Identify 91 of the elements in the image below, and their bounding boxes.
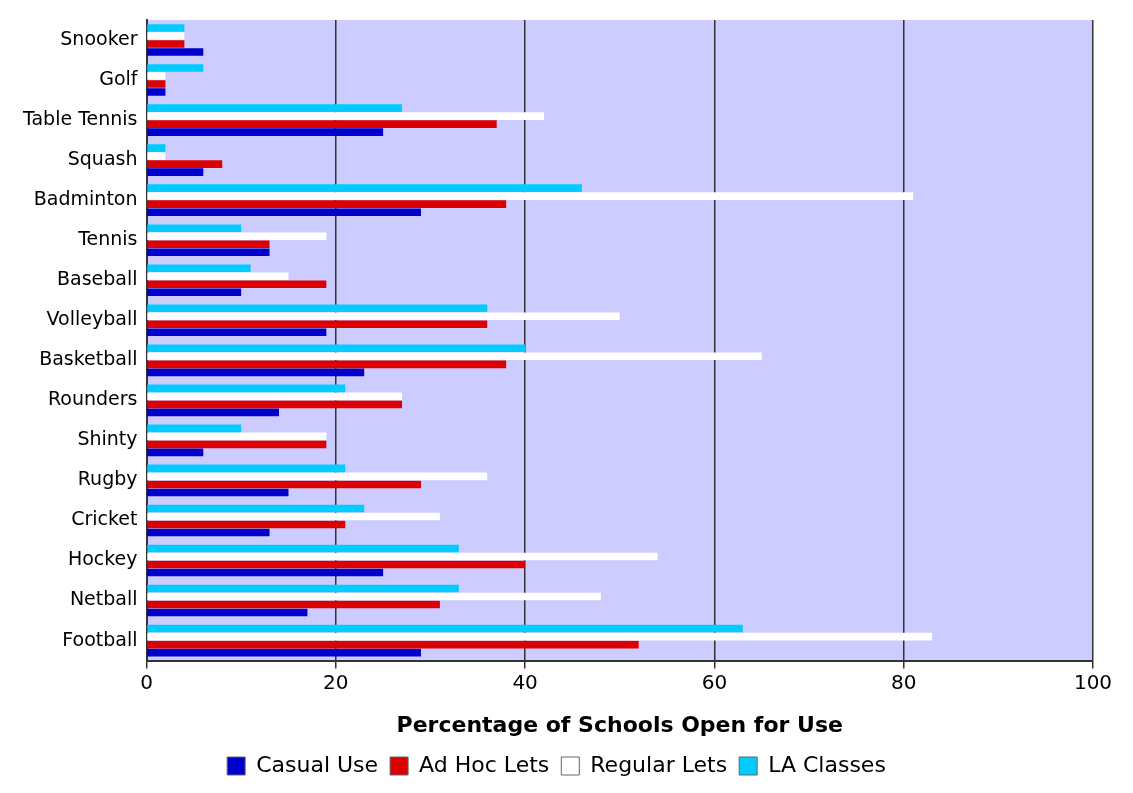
y-tick-label: Volleyball	[46, 307, 138, 330]
bar	[147, 392, 403, 401]
legend-label: Regular Lets	[590, 751, 728, 777]
bar	[147, 528, 270, 537]
bar	[147, 208, 421, 216]
bar	[147, 232, 327, 241]
y-tick-label: Table Tennis	[21, 107, 138, 130]
bar	[147, 304, 488, 313]
bar	[147, 248, 270, 257]
y-tick-label: Cricket	[71, 507, 138, 530]
bar	[147, 432, 327, 441]
bar	[147, 88, 166, 96]
bar	[147, 640, 639, 649]
bar	[147, 480, 421, 489]
y-tick-label: Baseball	[56, 267, 138, 290]
bar	[147, 40, 185, 48]
bar	[147, 192, 914, 200]
y-tick-label: Hockey	[67, 547, 138, 570]
legend-label: Ad Hoc Lets	[419, 751, 550, 777]
bar	[147, 352, 762, 361]
y-tick-label: Rugby	[77, 467, 138, 490]
bar	[147, 360, 507, 369]
bar	[147, 408, 280, 417]
bar	[147, 584, 459, 593]
bar	[147, 104, 403, 112]
bar	[147, 144, 166, 152]
x-tick-label: 80	[890, 669, 917, 694]
bar	[147, 224, 242, 232]
bar	[147, 440, 327, 449]
bar	[147, 384, 346, 393]
bar	[147, 160, 223, 168]
y-tick-label: Badminton	[33, 187, 138, 210]
bar	[147, 184, 582, 192]
bar	[147, 368, 365, 377]
bar	[147, 328, 327, 337]
legend-label: Casual Use	[256, 751, 379, 777]
bar	[147, 240, 270, 249]
y-tick-label: Squash	[67, 147, 138, 170]
bar	[147, 488, 289, 497]
x-tick-label: 60	[701, 669, 728, 694]
bar	[147, 424, 242, 433]
bar	[147, 344, 526, 353]
bar	[147, 400, 403, 409]
bar	[147, 464, 346, 473]
bar	[147, 448, 204, 457]
bar	[147, 608, 308, 617]
bar	[147, 72, 166, 80]
bar	[147, 80, 166, 88]
bar	[147, 48, 204, 56]
bar	[147, 592, 601, 601]
x-tick-label: 20	[323, 669, 349, 694]
y-tick-label: Snooker	[60, 26, 138, 49]
bar	[147, 568, 384, 577]
bar	[147, 152, 166, 160]
bar	[147, 504, 365, 513]
y-tick-label: Shinty	[77, 427, 138, 450]
bar	[147, 32, 185, 40]
x-axis-title: Percentage of Schools Open for Use	[396, 711, 843, 737]
bar	[147, 264, 251, 273]
bar	[147, 120, 497, 128]
bar	[147, 544, 459, 553]
y-tick-label: Football	[62, 627, 138, 650]
y-tick-label: Netball	[69, 587, 138, 610]
bar	[147, 632, 933, 641]
bar	[147, 200, 507, 208]
bar	[147, 288, 242, 297]
bar	[147, 472, 488, 481]
x-tick-label: 100	[1073, 669, 1113, 694]
x-tick-label: 40	[512, 669, 538, 694]
bar	[147, 168, 204, 176]
bar	[147, 112, 545, 120]
bar	[147, 512, 440, 521]
bar	[147, 552, 658, 561]
bar	[147, 312, 620, 321]
bar	[147, 320, 488, 329]
bar	[147, 520, 346, 529]
bar	[147, 280, 327, 289]
legend-label: LA Classes	[768, 751, 886, 777]
y-tick-label: Golf	[99, 66, 139, 89]
y-tick-label: Rounders	[47, 387, 138, 410]
bar	[147, 560, 526, 569]
bar	[147, 272, 289, 281]
y-tick-label: Tennis	[77, 227, 138, 250]
bar	[147, 64, 204, 72]
bar	[147, 128, 384, 136]
bar	[147, 648, 421, 657]
bar	[147, 24, 185, 32]
x-tick-label: 0	[140, 669, 153, 694]
bar	[147, 600, 440, 609]
bar	[147, 624, 743, 633]
y-tick-label: Basketball	[39, 347, 138, 370]
